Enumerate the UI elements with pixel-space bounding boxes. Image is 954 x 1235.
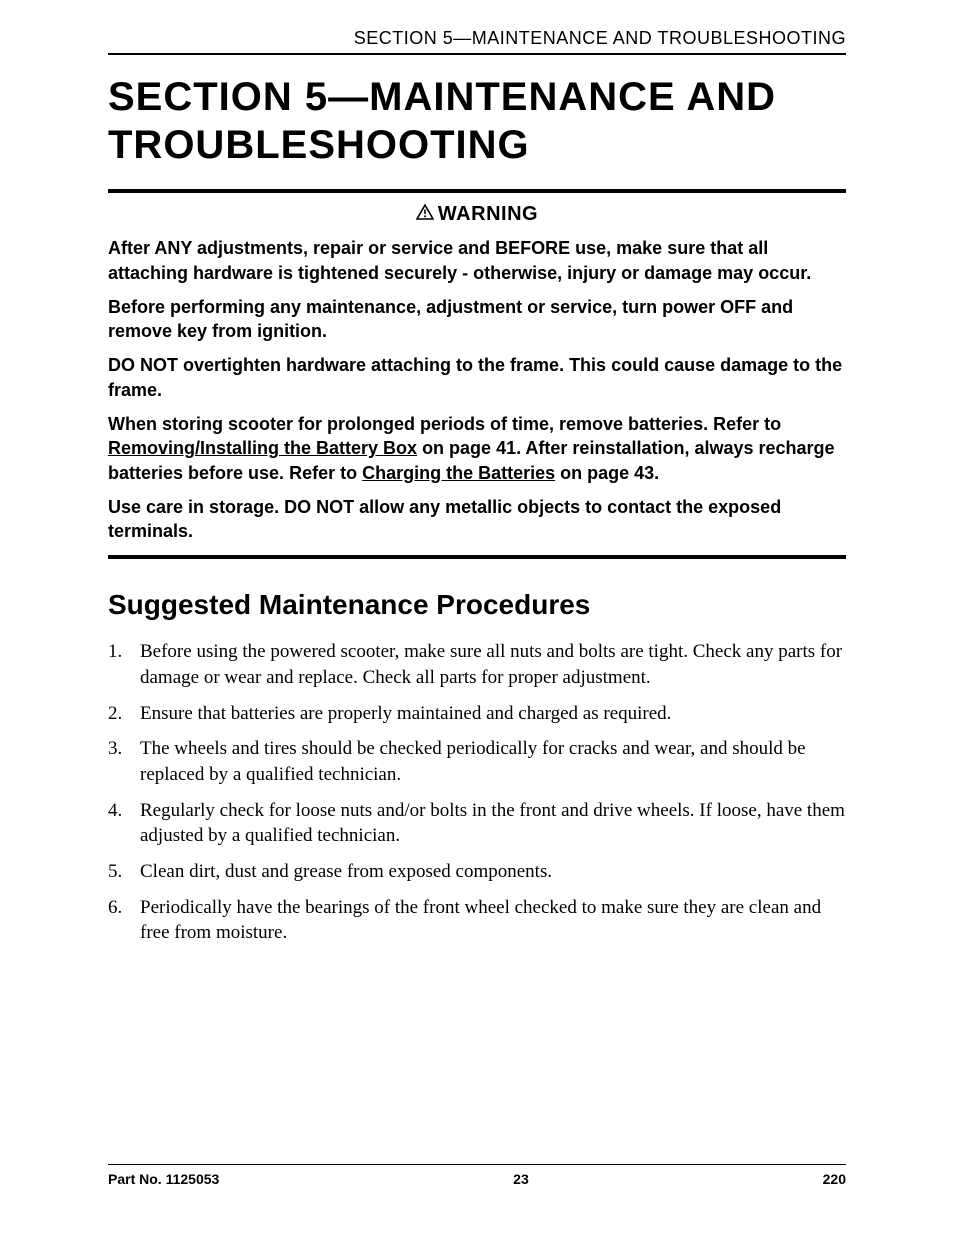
- list-item: Regularly check for loose nuts and/or bo…: [108, 798, 846, 849]
- procedures-list: Before using the powered scooter, make s…: [108, 639, 846, 945]
- list-item: Periodically have the bearings of the fr…: [108, 895, 846, 946]
- subsection-heading: Suggested Maintenance Procedures: [108, 589, 846, 621]
- footer-part-no: Part No. 1125053: [108, 1171, 219, 1187]
- list-item: Ensure that batteries are properly maint…: [108, 701, 846, 727]
- warning-label: WARNING: [438, 203, 538, 225]
- list-item: Clean dirt, dust and grease from exposed…: [108, 859, 846, 885]
- rule-top: [108, 189, 846, 193]
- footer-model: 220: [823, 1171, 846, 1187]
- warning-triangle-icon: [416, 203, 434, 226]
- running-head-bar: SECTION 5—MAINTENANCE AND TROUBLESHOOTIN…: [108, 28, 846, 55]
- page-footer: Part No. 1125053 23 220: [108, 1164, 846, 1187]
- rule-bottom: [108, 555, 846, 559]
- warning-paragraph: When storing scooter for prolonged perio…: [108, 412, 846, 485]
- warning-paragraph: After ANY adjustments, repair or service…: [108, 236, 846, 285]
- section-title: SECTION 5—MAINTENANCE AND TROUBLESHOOTIN…: [108, 73, 846, 169]
- warning-text: on page 43.: [555, 463, 659, 483]
- warning-body: After ANY adjustments, repair or service…: [108, 236, 846, 543]
- cross-reference-link[interactable]: Charging the Batteries: [362, 463, 555, 483]
- warning-text: When storing scooter for prolonged perio…: [108, 414, 781, 434]
- cross-reference-link[interactable]: Removing/Installing the Battery Box: [108, 438, 417, 458]
- running-head: SECTION 5—MAINTENANCE AND TROUBLESHOOTIN…: [108, 28, 846, 49]
- footer-page-number: 23: [513, 1171, 529, 1187]
- list-item: Before using the powered scooter, make s…: [108, 639, 846, 690]
- list-item: The wheels and tires should be checked p…: [108, 736, 846, 787]
- warning-paragraph: DO NOT overtighten hardware attaching to…: [108, 353, 846, 402]
- warning-paragraph: Before performing any maintenance, adjus…: [108, 295, 846, 344]
- warning-paragraph: Use care in storage. DO NOT allow any me…: [108, 495, 846, 544]
- warning-header: WARNING: [108, 203, 846, 226]
